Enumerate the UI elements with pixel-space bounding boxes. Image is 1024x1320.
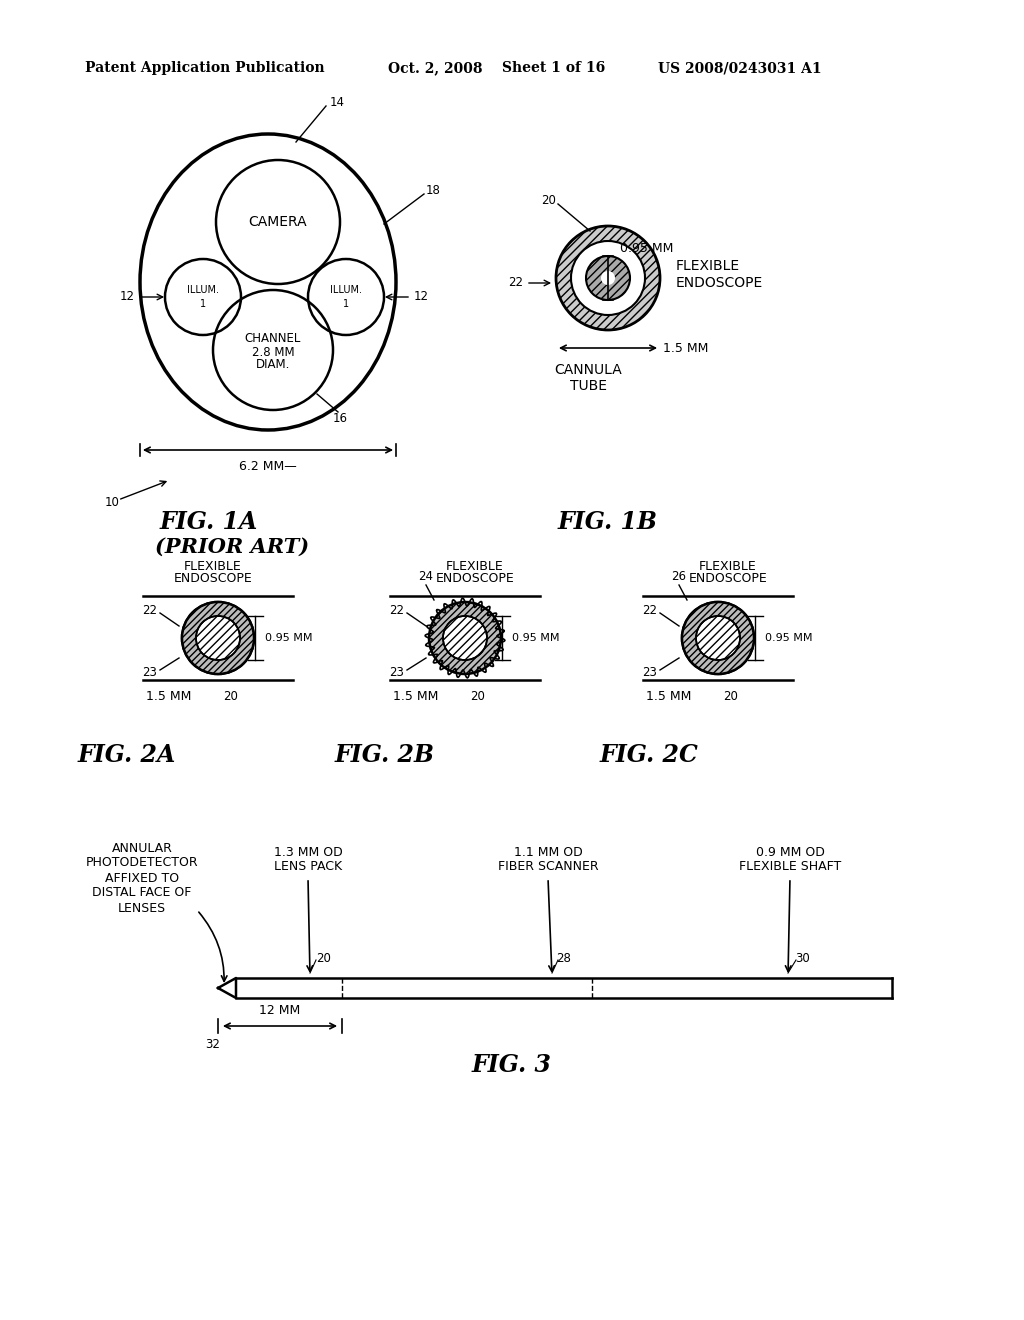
Circle shape	[586, 256, 630, 300]
Text: 2.8 MM: 2.8 MM	[252, 346, 294, 359]
Text: 1: 1	[200, 300, 206, 309]
Text: 1.5 MM: 1.5 MM	[146, 689, 191, 702]
Text: FIG. 3: FIG. 3	[472, 1053, 552, 1077]
Text: 1.1 MM OD: 1.1 MM OD	[514, 846, 583, 858]
Text: 1.5 MM: 1.5 MM	[393, 689, 438, 702]
Text: 20: 20	[223, 689, 238, 702]
Text: ENDOSCOPE: ENDOSCOPE	[676, 276, 763, 290]
Text: 32: 32	[206, 1038, 220, 1051]
Circle shape	[571, 242, 645, 315]
Text: 0.9 MM OD: 0.9 MM OD	[756, 846, 824, 858]
Text: 0.95 MM: 0.95 MM	[765, 634, 812, 643]
Text: 1: 1	[343, 300, 349, 309]
Text: FIG. 2A: FIG. 2A	[78, 743, 176, 767]
Text: 0.95 MM: 0.95 MM	[512, 634, 559, 643]
Text: ILLUM.: ILLUM.	[330, 285, 362, 294]
Text: AFFIXED TO: AFFIXED TO	[104, 871, 179, 884]
Text: LENS PACK: LENS PACK	[274, 861, 342, 874]
Text: ILLUM.: ILLUM.	[187, 285, 219, 294]
Text: FIG. 1B: FIG. 1B	[558, 510, 658, 535]
Text: 23: 23	[642, 667, 657, 680]
Text: 23: 23	[142, 667, 157, 680]
Text: FIG. 2C: FIG. 2C	[600, 743, 698, 767]
Text: 20: 20	[541, 194, 556, 206]
Text: CANNULA: CANNULA	[554, 363, 622, 378]
Text: (PRIOR ART): (PRIOR ART)	[155, 537, 309, 557]
Text: CHANNEL: CHANNEL	[245, 333, 301, 346]
Text: FIG. 1A: FIG. 1A	[160, 510, 258, 535]
Text: 22: 22	[508, 276, 523, 289]
Text: 22: 22	[642, 603, 657, 616]
Text: 26: 26	[672, 570, 686, 583]
Text: 16: 16	[333, 412, 348, 425]
Text: Patent Application Publication: Patent Application Publication	[85, 61, 325, 75]
Text: ENDOSCOPE: ENDOSCOPE	[688, 573, 767, 586]
Circle shape	[696, 616, 740, 660]
Text: 0.95 MM: 0.95 MM	[265, 634, 312, 643]
Text: FIBER SCANNER: FIBER SCANNER	[498, 861, 598, 874]
Text: 22: 22	[142, 603, 157, 616]
Circle shape	[182, 602, 254, 675]
Text: 22: 22	[389, 603, 404, 616]
Text: Sheet 1 of 16: Sheet 1 of 16	[502, 61, 605, 75]
Text: US 2008/0243031 A1: US 2008/0243031 A1	[658, 61, 821, 75]
Circle shape	[429, 602, 501, 675]
Text: FIG. 2B: FIG. 2B	[335, 743, 435, 767]
Text: ANNULAR: ANNULAR	[112, 842, 172, 854]
Text: DIAM.: DIAM.	[256, 359, 290, 371]
Text: 23: 23	[389, 667, 404, 680]
Text: FLEXIBLE: FLEXIBLE	[676, 259, 740, 273]
Text: FLEXIBLE: FLEXIBLE	[699, 560, 757, 573]
Text: TUBE: TUBE	[569, 379, 606, 393]
Text: FLEXIBLE: FLEXIBLE	[446, 560, 504, 573]
Text: 14: 14	[330, 95, 345, 108]
Circle shape	[601, 271, 615, 285]
Text: 20: 20	[316, 952, 331, 965]
Text: ENDOSCOPE: ENDOSCOPE	[174, 573, 252, 586]
Text: 28: 28	[556, 952, 570, 965]
Text: 12 MM: 12 MM	[259, 1005, 301, 1018]
Text: 6.2 MM—: 6.2 MM—	[240, 459, 297, 473]
Text: FLEXIBLE SHAFT: FLEXIBLE SHAFT	[739, 861, 841, 874]
Text: 20: 20	[723, 689, 738, 702]
Text: LENSES: LENSES	[118, 902, 166, 915]
Text: 12: 12	[414, 290, 429, 304]
Text: 0.95 MM: 0.95 MM	[620, 242, 674, 255]
Text: 1.5 MM: 1.5 MM	[646, 689, 691, 702]
Text: 24: 24	[419, 570, 433, 583]
Circle shape	[196, 616, 240, 660]
Circle shape	[443, 616, 487, 660]
Text: CAMERA: CAMERA	[249, 215, 307, 228]
Text: 1.3 MM OD: 1.3 MM OD	[273, 846, 342, 858]
Text: 12: 12	[120, 290, 135, 304]
Text: Oct. 2, 2008: Oct. 2, 2008	[388, 61, 482, 75]
Circle shape	[682, 602, 754, 675]
Text: DISTAL FACE OF: DISTAL FACE OF	[92, 887, 191, 899]
Text: 1.5 MM: 1.5 MM	[663, 342, 709, 355]
Text: 18: 18	[426, 183, 441, 197]
Text: PHOTODETECTOR: PHOTODETECTOR	[86, 857, 199, 870]
Text: 10: 10	[105, 495, 120, 508]
Circle shape	[556, 226, 660, 330]
Text: 30: 30	[795, 952, 810, 965]
Text: 20: 20	[470, 689, 485, 702]
Text: FLEXIBLE: FLEXIBLE	[184, 560, 242, 573]
Text: ENDOSCOPE: ENDOSCOPE	[435, 573, 514, 586]
